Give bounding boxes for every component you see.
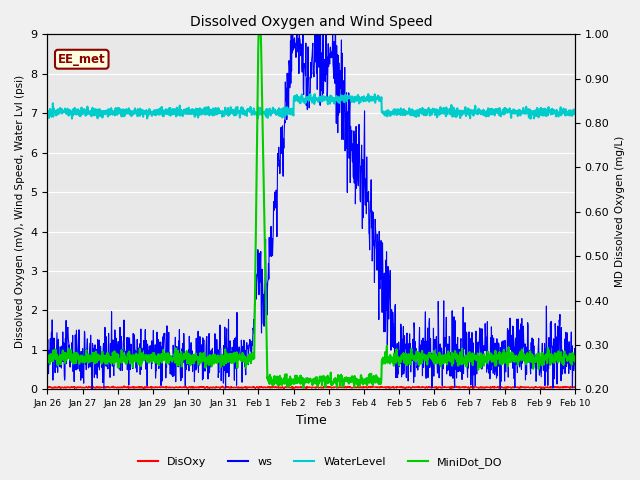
X-axis label: Time: Time xyxy=(296,414,326,427)
WaterLevel xyxy=(307,91,314,97)
MiniDot_DO xyxy=(394,354,401,360)
WaterLevel xyxy=(571,110,579,116)
DisOxy xyxy=(44,384,51,390)
WaterLevel xyxy=(161,108,168,114)
DisOxy xyxy=(140,386,147,392)
ws xyxy=(463,329,470,335)
Line: ws: ws xyxy=(47,35,575,389)
DisOxy xyxy=(120,383,128,389)
WaterLevel xyxy=(462,113,470,119)
WaterLevel xyxy=(394,111,401,117)
MiniDot_DO xyxy=(148,358,156,363)
ws xyxy=(394,374,401,380)
DisOxy xyxy=(509,384,517,390)
Line: MiniDot_DO: MiniDot_DO xyxy=(47,35,575,388)
DisOxy xyxy=(394,384,401,390)
MiniDot_DO xyxy=(509,351,517,357)
ws xyxy=(44,344,51,349)
ws xyxy=(220,368,228,373)
ws xyxy=(287,32,295,37)
MiniDot_DO xyxy=(255,32,262,37)
ws xyxy=(148,360,156,366)
ws xyxy=(571,354,579,360)
DisOxy xyxy=(571,384,579,390)
WaterLevel xyxy=(44,114,51,120)
MiniDot_DO xyxy=(161,351,168,357)
WaterLevel xyxy=(527,116,534,121)
ws xyxy=(88,386,96,392)
MiniDot_DO xyxy=(463,364,470,370)
DisOxy xyxy=(463,384,470,390)
MiniDot_DO xyxy=(571,358,579,364)
Legend: DisOxy, ws, WaterLevel, MiniDot_DO: DisOxy, ws, WaterLevel, MiniDot_DO xyxy=(133,452,507,472)
Y-axis label: Dissolved Oxygen (mV), Wind Speed, Water Lvl (psi): Dissolved Oxygen (mV), Wind Speed, Water… xyxy=(15,75,25,348)
ws xyxy=(509,365,517,371)
WaterLevel xyxy=(509,108,516,114)
Text: EE_met: EE_met xyxy=(58,53,106,66)
WaterLevel xyxy=(220,113,228,119)
ws xyxy=(161,343,169,348)
Title: Dissolved Oxygen and Wind Speed: Dissolved Oxygen and Wind Speed xyxy=(190,15,433,29)
Y-axis label: MD Dissolved Oxygen (mg/L): MD Dissolved Oxygen (mg/L) xyxy=(615,136,625,288)
Line: WaterLevel: WaterLevel xyxy=(47,94,575,119)
Line: DisOxy: DisOxy xyxy=(47,386,575,389)
DisOxy xyxy=(221,384,228,390)
DisOxy xyxy=(148,384,156,390)
MiniDot_DO xyxy=(44,360,51,365)
DisOxy xyxy=(162,385,170,391)
WaterLevel xyxy=(148,113,156,119)
MiniDot_DO xyxy=(220,362,228,368)
MiniDot_DO xyxy=(300,385,307,391)
